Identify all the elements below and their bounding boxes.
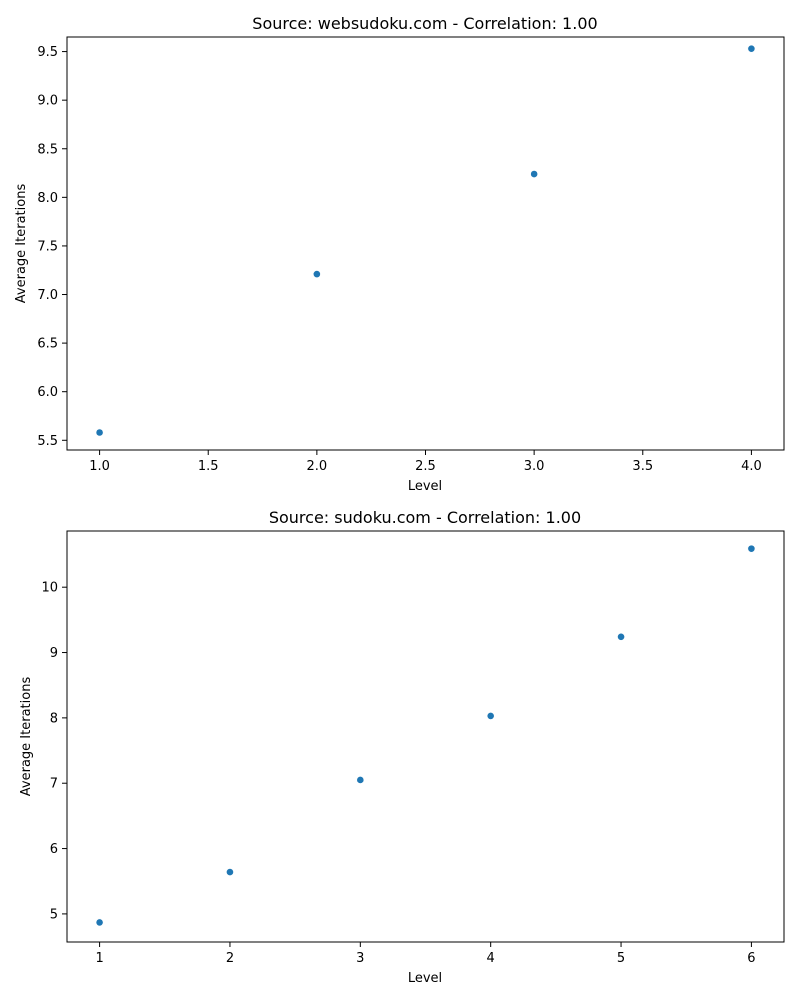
x-tick-label: 3.5 <box>632 459 653 474</box>
x-tick-label: 3.0 <box>524 459 545 474</box>
y-tick-label: 9.0 <box>37 94 58 109</box>
y-axis: 5.5 6.0 6.5 7.0 7.5 8.0 8.5 9.0 9.5 <box>37 45 67 449</box>
x-tick-label: 4.0 <box>741 459 762 474</box>
data-point <box>530 170 539 178</box>
scatter-points <box>95 44 756 437</box>
y-tick-label: 7.5 <box>37 239 58 254</box>
y-tick-label: 7.0 <box>37 288 58 303</box>
chart-title: Source: sudoku.com - Correlation: 1.00 <box>269 508 581 527</box>
y-tick-label: 6.5 <box>37 337 58 352</box>
x-axis-label: Level <box>408 971 442 986</box>
y-tick-label: 5 <box>50 907 58 922</box>
y-tick-label: 5.5 <box>37 434 58 449</box>
x-tick-label: 1.0 <box>89 459 110 474</box>
x-tick-label: 2 <box>226 951 234 966</box>
chart-sudoku: Source: sudoku.com - Correlation: 1.00 1… <box>19 508 785 986</box>
x-tick-label: 1 <box>95 951 103 966</box>
x-tick-label: 6 <box>747 951 755 966</box>
data-point <box>747 44 756 53</box>
y-tick-label: 6 <box>50 842 58 857</box>
x-tick-label: 4 <box>487 951 495 966</box>
x-axis-label: Level <box>408 479 442 494</box>
x-tick-label: 5 <box>617 951 625 966</box>
data-point <box>226 868 234 876</box>
scatter-points <box>95 544 756 927</box>
chart-title: Source: websudoku.com - Correlation: 1.0… <box>252 14 597 33</box>
y-axis-label: Average Iterations <box>14 184 29 304</box>
x-tick-label: 1.5 <box>198 459 219 474</box>
data-point <box>356 776 365 784</box>
y-tick-label: 6.0 <box>37 385 58 400</box>
y-tick-label: 8 <box>50 711 58 726</box>
chart-websudoku: Source: websudoku.com - Correlation: 1.0… <box>14 14 785 494</box>
y-tick-label: 9.5 <box>37 45 58 60</box>
y-axis-label: Average Iterations <box>19 677 34 797</box>
data-point <box>95 428 104 437</box>
data-point <box>617 632 625 641</box>
x-axis: 1 2 3 4 5 6 <box>95 942 756 966</box>
x-tick-label: 3 <box>356 951 364 966</box>
y-tick-label: 7 <box>50 777 58 792</box>
x-axis: 1.0 1.5 2.0 2.5 3.0 3.5 4.0 <box>89 450 762 474</box>
data-point <box>486 712 495 720</box>
data-point <box>312 270 321 279</box>
plot-frame <box>66 530 785 943</box>
y-tick-label: 8.0 <box>37 191 58 206</box>
data-point <box>747 544 756 553</box>
data-point <box>95 918 104 927</box>
x-tick-label: 2.5 <box>415 459 436 474</box>
y-tick-label: 8.5 <box>37 142 58 157</box>
y-axis: 5 6 7 8 9 10 <box>41 581 67 922</box>
x-tick-label: 2.0 <box>307 459 328 474</box>
y-tick-label: 9 <box>50 646 58 661</box>
y-tick-label: 10 <box>41 581 58 596</box>
